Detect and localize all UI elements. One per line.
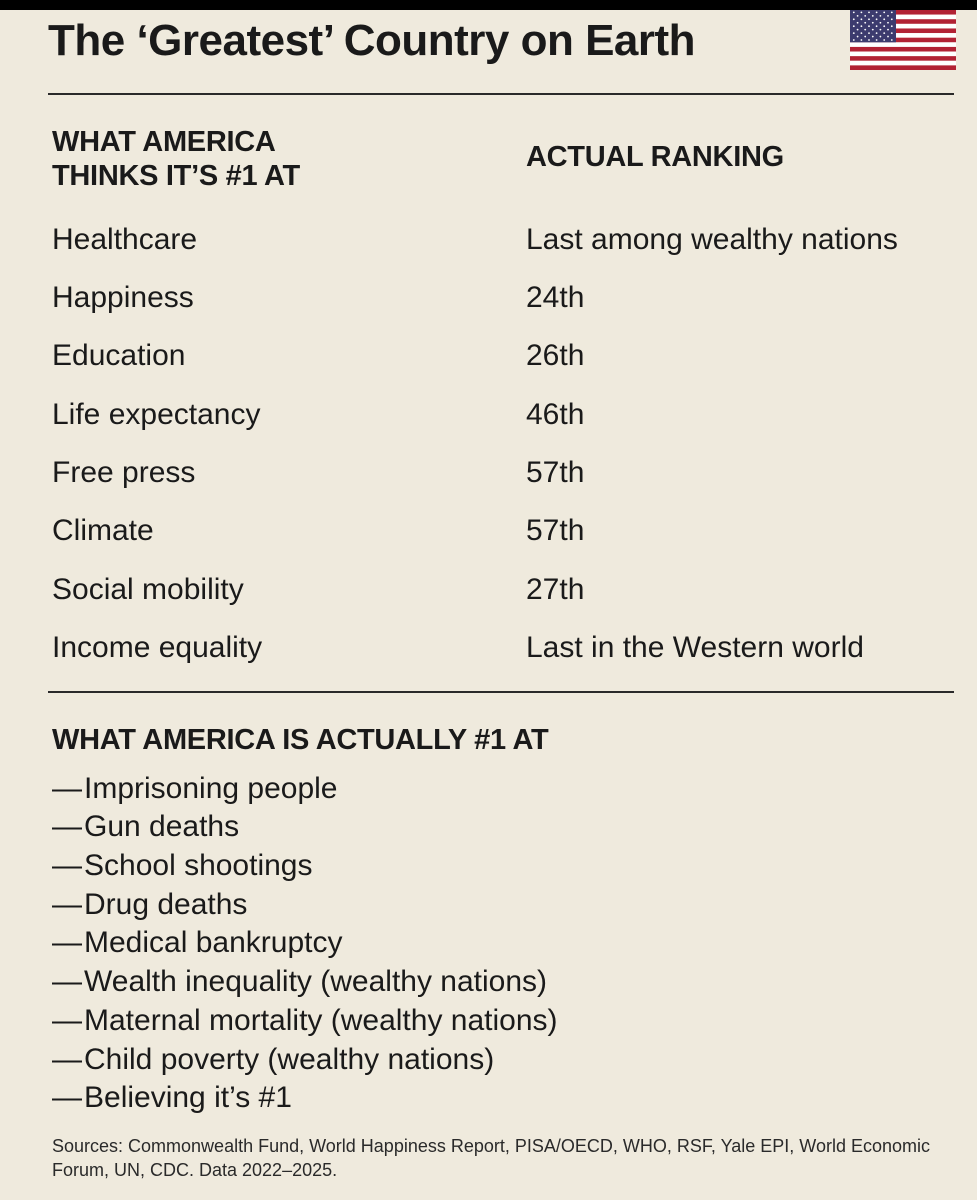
dash-bullet: — (52, 1081, 82, 1114)
dash-bullet: — (52, 1043, 82, 1076)
list-item: —Medical bankruptcy (52, 924, 342, 962)
list-item-text: Maternal mortality (wealthy nations) (84, 1004, 558, 1037)
list-item: —Believing it’s #1 (52, 1079, 292, 1117)
dash-bullet: — (52, 810, 82, 843)
ranking-row: Climate 57th (0, 511, 977, 569)
ranking-row: Healthcare Last among wealthy nations (0, 220, 977, 278)
list-item-text: Imprisoning people (84, 772, 338, 805)
ranking-category: Happiness (52, 281, 194, 314)
list-item: —Child poverty (wealthy nations) (52, 1041, 494, 1079)
list-item-text: Drug deaths (84, 888, 248, 921)
us-flag-icon (850, 10, 956, 70)
list-item-text: Wealth inequality (wealthy nations) (84, 965, 548, 998)
ranking-category: Income equality (52, 631, 263, 664)
dash-bullet: — (52, 888, 82, 921)
ranking-value: Last in the Western world (526, 631, 864, 664)
infographic: The ‘Greatest’ Country on Earth WHAT AME… (0, 10, 977, 1200)
divider-middle (48, 691, 954, 693)
ranking-value: 57th (526, 514, 585, 547)
list-item: —Drug deaths (52, 886, 247, 924)
sources-footnote: Sources: Commonwealth Fund, World Happin… (52, 1136, 930, 1180)
ranking-category: Social mobility (52, 573, 244, 606)
page-title: The ‘Greatest’ Country on Earth (48, 16, 696, 65)
ranking-row: Life expectancy 46th (0, 395, 977, 453)
ranking-value: 57th (526, 456, 585, 489)
column-heading-thinks: WHAT AMERICA THINKS IT’S #1 AT (52, 126, 300, 192)
list-item: —School shootings (52, 847, 313, 885)
dash-bullet: — (52, 849, 82, 882)
list-item-text: School shootings (84, 849, 313, 882)
list-item-text: Gun deaths (84, 810, 240, 843)
ranking-row: Social mobility 27th (0, 570, 977, 628)
list-item: —Gun deaths (52, 808, 239, 846)
ranking-row: Education 26th (0, 336, 977, 394)
list-item-text: Believing it’s #1 (84, 1081, 292, 1114)
ranking-row: Income equality Last in the Western worl… (0, 628, 977, 686)
ranking-category: Education (52, 339, 186, 372)
dash-bullet: — (52, 1004, 82, 1037)
actually-first-heading: WHAT AMERICA IS ACTUALLY #1 AT (52, 724, 549, 756)
dash-bullet: — (52, 926, 82, 959)
top-black-bar (0, 0, 977, 10)
list-item-text: Medical bankruptcy (84, 926, 343, 959)
dash-bullet: — (52, 772, 82, 805)
ranking-category: Climate (52, 514, 154, 547)
ranking-category: Free press (52, 456, 196, 489)
ranking-value: Last among wealthy nations (526, 223, 898, 256)
column-heading-actual: ACTUAL RANKING (526, 141, 784, 173)
list-item: —Imprisoning people (52, 770, 338, 808)
ranking-value: 27th (526, 573, 585, 606)
ranking-value: 26th (526, 339, 585, 372)
divider-top (48, 93, 954, 95)
dash-bullet: — (52, 965, 82, 998)
list-item: —Maternal mortality (wealthy nations) (52, 1002, 558, 1040)
ranking-row: Happiness 24th (0, 278, 977, 336)
ranking-row: Free press 57th (0, 453, 977, 511)
list-item-text: Child poverty (wealthy nations) (84, 1043, 495, 1076)
list-item: —Wealth inequality (wealthy nations) (52, 963, 547, 1001)
ranking-category: Healthcare (52, 223, 198, 256)
ranking-value: 46th (526, 398, 585, 431)
ranking-value: 24th (526, 281, 585, 314)
ranking-category: Life expectancy (52, 398, 261, 431)
